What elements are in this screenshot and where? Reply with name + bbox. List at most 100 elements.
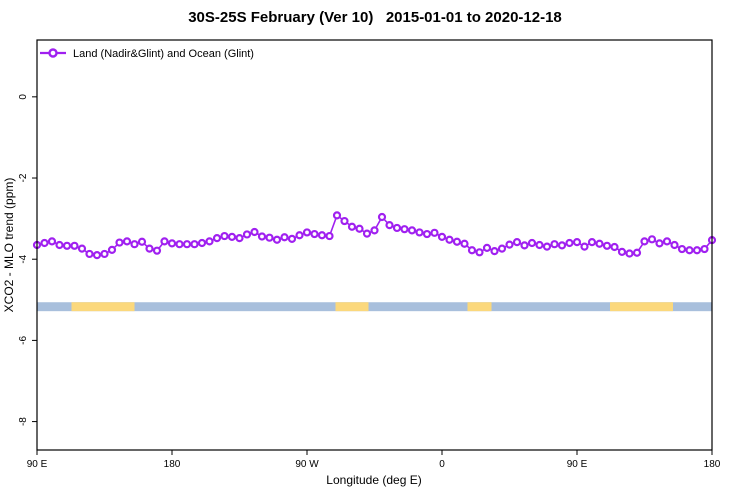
data-point (625, 249, 634, 258)
series-line (36, 214, 713, 256)
data-point (580, 242, 589, 251)
data-point (55, 240, 64, 250)
data-point (370, 226, 379, 235)
data-point (257, 232, 267, 241)
data-point (512, 238, 522, 247)
data-point (692, 246, 702, 255)
data-point (670, 240, 679, 250)
data-point (475, 248, 484, 257)
data-point (527, 238, 537, 248)
data-point (422, 229, 432, 239)
data-point (700, 244, 709, 254)
data-point (452, 237, 462, 246)
data-point (70, 241, 79, 250)
data-point (235, 233, 244, 243)
data-point (602, 241, 612, 250)
x-tick-label: 90 E (567, 459, 588, 470)
y-tick-label: -8 (18, 417, 29, 426)
data-point (190, 240, 199, 249)
data-point (362, 229, 372, 238)
data-point (640, 237, 649, 246)
data-point (77, 244, 87, 253)
data-point (47, 237, 57, 246)
data-point (392, 223, 402, 233)
data-point (355, 224, 364, 233)
y-tick-label: 0 (18, 94, 29, 100)
legend-label: Land (Nadir&Glint) and Ocean (Glint) (73, 48, 254, 60)
y-tick-label: -4 (18, 254, 29, 263)
data-point (242, 230, 252, 239)
data-point (340, 216, 349, 226)
data-point (272, 235, 282, 244)
data-point (100, 249, 109, 259)
data-point (400, 225, 409, 234)
data-point (467, 246, 477, 255)
data-point (317, 231, 327, 240)
chart-title: 30S-25S February (Ver 10) 2015-01-01 to … (188, 9, 562, 26)
data-point (265, 233, 274, 242)
data-point (130, 240, 139, 249)
data-point (617, 247, 627, 257)
data-point (445, 235, 454, 244)
data-point (107, 245, 117, 254)
data-point (677, 244, 687, 254)
data-point (565, 238, 574, 248)
data-point (220, 231, 229, 241)
data-point (377, 212, 387, 222)
data-point (535, 240, 544, 250)
data-point (160, 237, 169, 246)
y-axis-label: XCO2 - MLO trend (ppm) (2, 178, 16, 313)
data-point (497, 244, 507, 253)
data-point (505, 240, 514, 249)
data-point (295, 231, 304, 240)
data-point (62, 241, 72, 250)
data-point (145, 244, 154, 253)
data-point (175, 240, 184, 249)
data-point (182, 240, 192, 249)
x-tick-label: 180 (704, 459, 721, 470)
data-point (137, 237, 147, 246)
data-point (205, 237, 214, 246)
data-point (115, 238, 124, 247)
y-tick-label: -6 (18, 336, 29, 345)
data-point (212, 233, 222, 243)
data-point (302, 228, 312, 237)
data-point (490, 246, 499, 256)
y-tick-label: -2 (18, 173, 29, 182)
data-point (482, 243, 492, 252)
data-point (415, 228, 424, 237)
data-point (152, 246, 162, 255)
data-point (197, 238, 207, 248)
land-band-segment (610, 302, 673, 312)
data-point (407, 226, 417, 235)
data-point (325, 231, 334, 241)
data-point (310, 229, 319, 239)
land-band-segment (467, 302, 492, 312)
data-point (542, 242, 552, 251)
data-point (550, 240, 559, 249)
data-point (632, 248, 642, 257)
data-point (250, 227, 259, 237)
legend-marker-icon (48, 48, 58, 58)
data-point (385, 221, 394, 230)
data-point (332, 211, 342, 220)
data-point (557, 241, 567, 250)
data-point (610, 242, 619, 252)
data-point (572, 238, 582, 247)
x-tick-label: 180 (164, 459, 181, 470)
data-point (347, 222, 357, 231)
data-point (167, 239, 177, 248)
land-band-segment (335, 302, 369, 312)
data-point (430, 228, 439, 237)
data-point (40, 238, 49, 248)
data-point (655, 239, 664, 248)
x-tick-label: 90 W (295, 459, 319, 470)
data-point (227, 232, 237, 241)
data-point (647, 235, 657, 244)
x-tick-label: 90 E (27, 459, 48, 470)
x-tick-label: 0 (439, 459, 445, 470)
x-axis-label: Longitude (deg E) (326, 473, 421, 487)
data-point (595, 239, 604, 248)
